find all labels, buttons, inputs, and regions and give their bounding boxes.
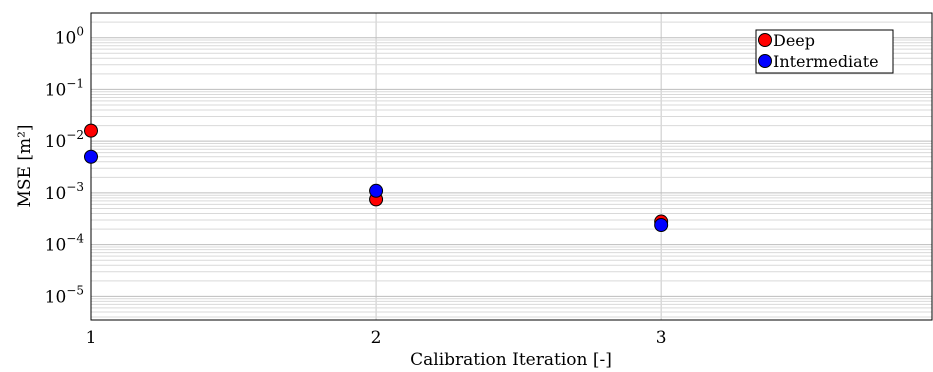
y-tick-labels: 10−5 10−4 10−3 10−2 10−1 100 xyxy=(45,25,85,308)
y-tick-label: 10−1 xyxy=(45,76,84,100)
data-point-intermediate xyxy=(84,149,98,164)
x-axis-title: Calibration Iteration [-] xyxy=(410,350,612,370)
data-point-intermediate xyxy=(369,183,384,198)
legend-marker xyxy=(758,54,772,68)
y-tick-label: 10−4 xyxy=(45,232,85,256)
x-tick-labels: 1 2 3 xyxy=(86,328,667,348)
x-tick-label: 1 xyxy=(86,328,97,348)
legend-label: Intermediate xyxy=(773,52,879,71)
legend-label: Deep xyxy=(773,31,815,50)
legend-box xyxy=(755,29,894,74)
x-tick-label: 3 xyxy=(656,328,667,348)
plot-frame xyxy=(90,12,933,321)
grid xyxy=(90,12,932,320)
legend: Deep Intermediate xyxy=(755,29,894,74)
y-tick-label: 10−3 xyxy=(45,180,84,204)
data-point-intermediate xyxy=(654,217,669,232)
y-tick-label: 10−2 xyxy=(45,128,84,152)
legend-marker xyxy=(758,33,772,47)
y-tick-label: 100 xyxy=(55,25,84,49)
y-tick-label: 10−5 xyxy=(45,283,84,307)
data-points xyxy=(84,123,669,232)
data-point-deep xyxy=(84,123,98,138)
x-tick-label: 2 xyxy=(371,328,382,348)
y-axis-title: MSE [m²] xyxy=(15,124,35,207)
